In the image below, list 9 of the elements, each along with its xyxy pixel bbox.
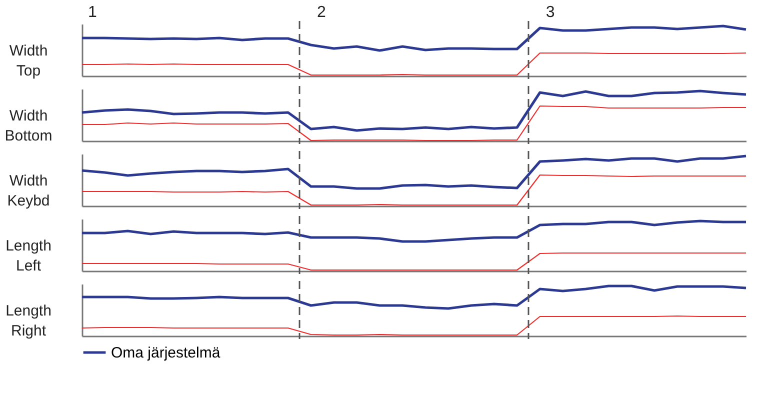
y-axis-title: Length Right — [6, 302, 52, 340]
text: 1 — [88, 4, 97, 21]
text: 2 — [316, 4, 326, 21]
y-axis-title: Length Left — [6, 238, 52, 274]
legend-label: Oma järjestelmä — [111, 344, 221, 362]
y-axis-title: Width Top — [9, 42, 48, 80]
y-axis-title: Width Bottom — [4, 108, 52, 144]
y-axis-title: Width Keybd — [7, 172, 50, 210]
text: 3 — [546, 4, 555, 21]
